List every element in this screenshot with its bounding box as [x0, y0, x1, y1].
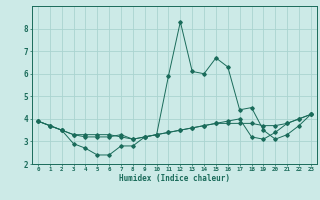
X-axis label: Humidex (Indice chaleur): Humidex (Indice chaleur)	[119, 174, 230, 183]
